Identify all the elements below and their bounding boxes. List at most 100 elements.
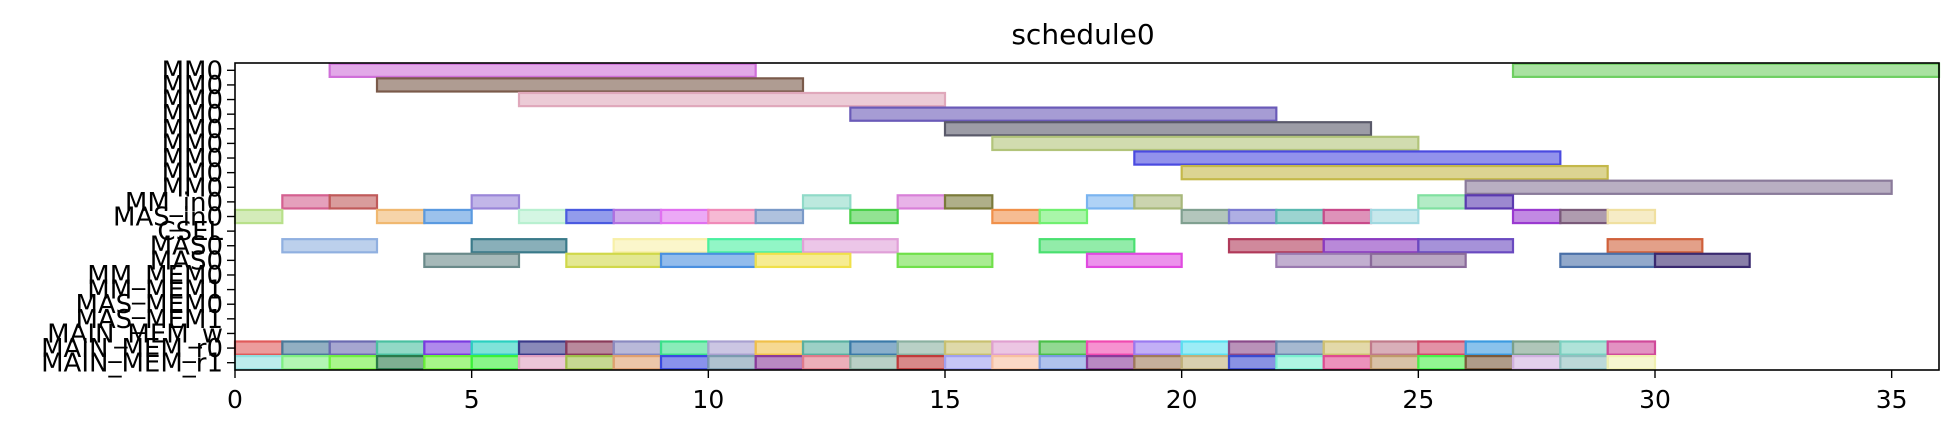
- y-tick-label: MM0: [162, 159, 223, 189]
- x-tick-label: 25: [1402, 385, 1434, 414]
- task-bar: [1227, 208, 1278, 225]
- task-bar: [328, 194, 379, 210]
- task-bar: [1464, 355, 1515, 371]
- task-bar: [1275, 355, 1325, 371]
- task-bar: [801, 238, 899, 254]
- task-bar: [517, 91, 947, 108]
- task-bar: [565, 252, 663, 269]
- task-bar: [1511, 62, 1941, 78]
- task-bar: [612, 355, 663, 371]
- y-tick-label: MM0: [162, 100, 223, 130]
- task-bar: [754, 340, 805, 356]
- task-bar: [659, 208, 710, 225]
- task-bar: [801, 194, 852, 210]
- task-bar: [896, 340, 947, 356]
- y-tick-label: MM_MEM0: [87, 261, 223, 291]
- task-bar: [943, 194, 994, 210]
- x-tick-label: 5: [464, 385, 480, 414]
- task-bar: [565, 340, 615, 356]
- task-bar: [1559, 208, 1609, 225]
- task-bar: [991, 340, 1041, 356]
- task-bar: [470, 238, 568, 254]
- task-bar: [470, 194, 521, 210]
- task-bar: [991, 208, 1041, 225]
- task-bar: [1653, 252, 1751, 269]
- y-tick-label: MAIN_MEM_r0: [41, 334, 223, 364]
- task-bar: [1417, 194, 1467, 210]
- task-bar: [896, 355, 947, 371]
- task-bar: [470, 340, 521, 356]
- x-axis: 0 5 10 15 20 25 30 35: [227, 370, 1908, 414]
- x-tick-label: 20: [1166, 385, 1198, 414]
- task-bar: [565, 208, 615, 225]
- task-bar: [849, 106, 1278, 122]
- task-bar: [328, 62, 757, 78]
- task-bar: [375, 77, 805, 93]
- task-bar: [1133, 355, 1183, 371]
- task-bar: [375, 208, 426, 225]
- task-bar: [1133, 150, 1562, 166]
- task-bar: [1322, 355, 1373, 371]
- task-bar: [281, 238, 379, 254]
- y-tick-label: MM0: [162, 86, 223, 116]
- task-bar: [423, 252, 521, 269]
- task-bar: [659, 252, 757, 269]
- task-bar: [1085, 252, 1183, 269]
- x-tick-label: 0: [227, 385, 243, 414]
- task-bar: [1180, 355, 1231, 371]
- task-bar: [612, 208, 663, 225]
- x-tick-label: 15: [929, 385, 961, 414]
- task-bar: [612, 340, 663, 356]
- task-bar: [1417, 238, 1515, 254]
- task-bar: [659, 340, 710, 356]
- y-tick-label: CSEL: [157, 217, 223, 247]
- task-bar: [1606, 340, 1657, 356]
- task-bar: [281, 194, 331, 210]
- task-bar: [1322, 208, 1373, 225]
- task-bar: [943, 121, 1373, 137]
- y-tick-label: MAS_MEM1: [75, 305, 223, 335]
- y-tick-label: MM_in0: [125, 188, 223, 218]
- plot-frame: [234, 62, 1940, 371]
- task-bar: [1559, 340, 1609, 356]
- task-bar: [1417, 355, 1467, 371]
- y-tick-label: MM0: [162, 115, 223, 145]
- task-bar: [1038, 340, 1089, 356]
- bars-layer: [233, 62, 1941, 371]
- y-tick-label: MAIN_MEM_w: [47, 319, 223, 349]
- x-tick-label: 10: [692, 385, 724, 414]
- task-bar: [1464, 194, 1515, 210]
- y-tick-label: MM0: [162, 129, 223, 159]
- task-bar: [1180, 164, 1609, 181]
- task-bar: [328, 340, 379, 356]
- task-bar: [1085, 340, 1136, 356]
- task-bar: [612, 238, 710, 254]
- task-bar: [1275, 340, 1325, 356]
- y-tick-label: MM0: [162, 144, 223, 174]
- task-bar: [233, 340, 284, 356]
- task-bar: [328, 355, 379, 371]
- task-bar: [943, 355, 994, 371]
- task-bar: [1275, 208, 1325, 225]
- task-bar: [1606, 208, 1657, 225]
- task-bar: [1369, 355, 1420, 371]
- task-bar: [423, 340, 473, 356]
- x-tick-label: 30: [1639, 385, 1671, 414]
- task-bar: [849, 340, 899, 356]
- task-bar: [281, 340, 331, 356]
- task-bar: [707, 208, 757, 225]
- task-bar: [1559, 355, 1609, 371]
- task-bar: [423, 208, 473, 225]
- task-bar: [801, 355, 852, 371]
- task-bar: [1038, 238, 1136, 254]
- task-bar: [707, 355, 757, 371]
- y-tick-label: MM0: [162, 173, 223, 203]
- task-bar: [1227, 238, 1325, 254]
- task-bar: [849, 208, 899, 225]
- task-bar: [1133, 194, 1183, 210]
- task-bar: [281, 355, 331, 371]
- task-bar: [896, 194, 947, 210]
- task-bar: [896, 252, 994, 269]
- task-bar: [1369, 340, 1420, 356]
